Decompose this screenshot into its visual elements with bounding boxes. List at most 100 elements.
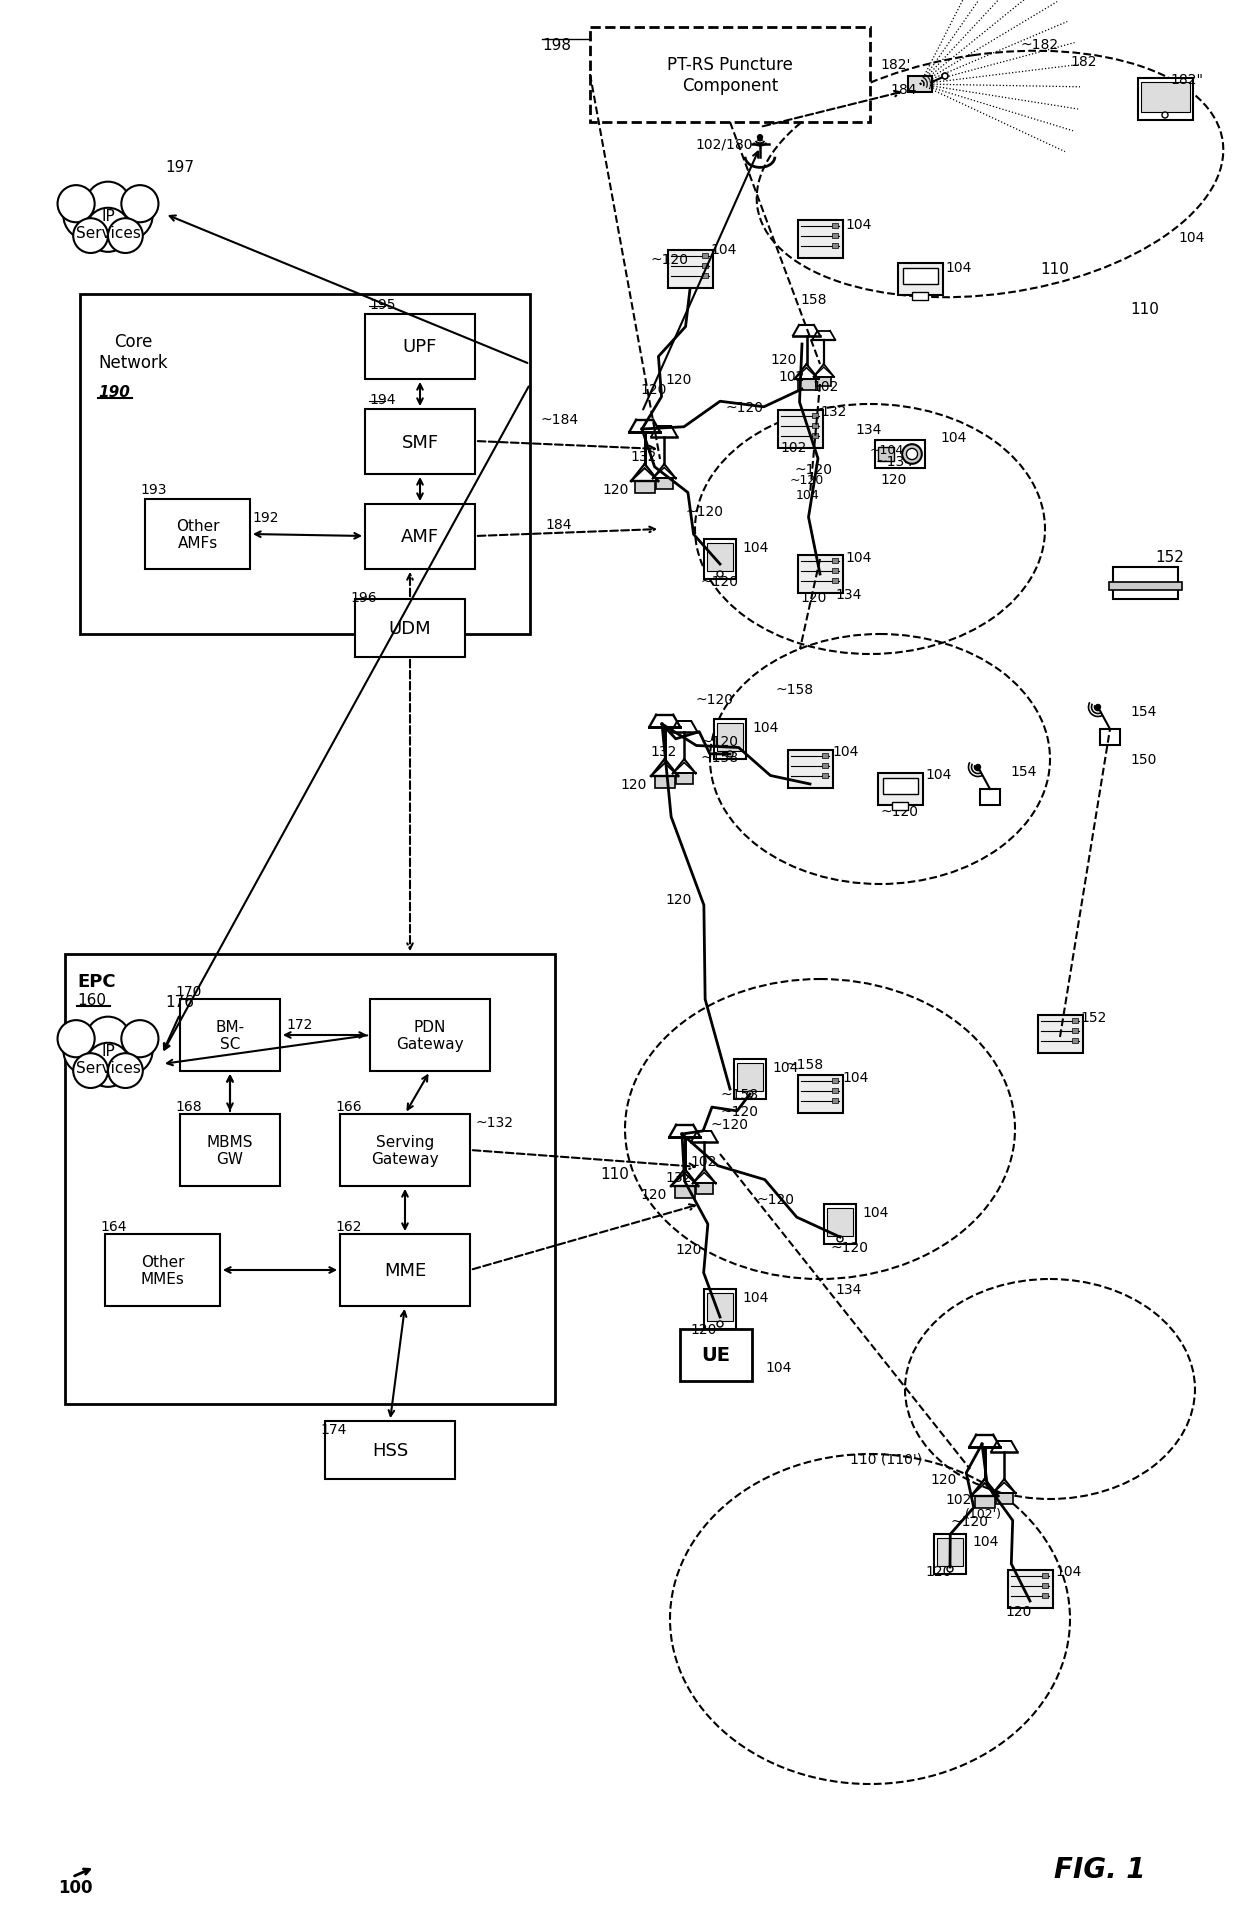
FancyBboxPatch shape xyxy=(980,789,999,805)
Text: 132: 132 xyxy=(820,404,847,420)
FancyBboxPatch shape xyxy=(832,559,838,564)
Text: SMF: SMF xyxy=(402,433,439,452)
Text: 120: 120 xyxy=(665,892,692,906)
Text: ~120: ~120 xyxy=(950,1514,988,1528)
FancyBboxPatch shape xyxy=(797,379,816,391)
Text: FIG. 1: FIG. 1 xyxy=(1054,1856,1146,1882)
Circle shape xyxy=(717,1322,723,1327)
Text: 102/180: 102/180 xyxy=(694,137,753,153)
Text: Other
MMEs: Other MMEs xyxy=(140,1255,185,1287)
Text: 150: 150 xyxy=(1130,753,1157,767)
Text: PDN
Gateway: PDN Gateway xyxy=(397,1018,464,1051)
Circle shape xyxy=(758,135,763,141)
FancyBboxPatch shape xyxy=(675,1186,694,1198)
Text: ~158: ~158 xyxy=(775,683,813,696)
Text: (102'): (102') xyxy=(965,1508,1002,1520)
Text: 195: 195 xyxy=(370,297,396,313)
Circle shape xyxy=(104,193,153,240)
Text: 120: 120 xyxy=(640,1188,666,1201)
FancyBboxPatch shape xyxy=(707,543,733,572)
FancyBboxPatch shape xyxy=(702,275,708,278)
Text: ~120: ~120 xyxy=(694,692,733,707)
Text: ~182: ~182 xyxy=(1021,38,1058,51)
Text: 104: 104 xyxy=(844,217,872,233)
Circle shape xyxy=(73,219,108,254)
Text: 176: 176 xyxy=(165,995,193,1011)
FancyBboxPatch shape xyxy=(704,1289,737,1329)
FancyBboxPatch shape xyxy=(737,1064,763,1091)
FancyBboxPatch shape xyxy=(325,1421,455,1480)
Text: UPF: UPF xyxy=(403,338,438,357)
Text: 104: 104 xyxy=(925,769,951,782)
Text: 104: 104 xyxy=(842,1070,868,1085)
Text: ~120: ~120 xyxy=(711,1118,748,1131)
Text: ~120: ~120 xyxy=(720,1104,758,1118)
FancyBboxPatch shape xyxy=(702,263,708,269)
Text: 182: 182 xyxy=(1070,55,1096,69)
Circle shape xyxy=(86,1043,130,1087)
Circle shape xyxy=(63,1026,112,1076)
Circle shape xyxy=(976,765,981,770)
FancyBboxPatch shape xyxy=(1073,1018,1078,1024)
Text: 120: 120 xyxy=(1004,1604,1032,1619)
Text: 164: 164 xyxy=(100,1219,126,1234)
FancyBboxPatch shape xyxy=(934,1535,966,1573)
FancyBboxPatch shape xyxy=(996,1493,1013,1505)
Text: 104: 104 xyxy=(773,1060,799,1074)
Circle shape xyxy=(57,1020,94,1058)
Text: 120: 120 xyxy=(640,383,666,397)
Circle shape xyxy=(1162,113,1168,118)
Text: 104: 104 xyxy=(751,721,779,734)
Text: 104: 104 xyxy=(742,1291,769,1304)
Circle shape xyxy=(86,1016,130,1060)
FancyBboxPatch shape xyxy=(696,1184,713,1194)
FancyBboxPatch shape xyxy=(1042,1583,1048,1589)
FancyBboxPatch shape xyxy=(655,776,675,788)
Text: ~158: ~158 xyxy=(785,1058,823,1072)
Text: 120: 120 xyxy=(925,1564,951,1579)
Text: ~134: ~134 xyxy=(875,454,913,469)
Text: 134: 134 xyxy=(856,423,882,437)
Circle shape xyxy=(108,219,143,254)
FancyBboxPatch shape xyxy=(145,500,250,570)
FancyBboxPatch shape xyxy=(105,1234,219,1306)
Circle shape xyxy=(903,444,921,465)
FancyBboxPatch shape xyxy=(590,29,870,122)
Text: MBMS
GW: MBMS GW xyxy=(207,1135,253,1167)
FancyBboxPatch shape xyxy=(656,479,673,490)
Text: 104: 104 xyxy=(940,431,966,444)
Text: ~120: ~120 xyxy=(725,400,763,416)
Circle shape xyxy=(746,1091,753,1097)
Circle shape xyxy=(942,74,949,80)
Text: 158: 158 xyxy=(800,294,827,307)
FancyBboxPatch shape xyxy=(704,540,737,580)
FancyBboxPatch shape xyxy=(937,1539,963,1566)
Text: ~120: ~120 xyxy=(794,463,832,477)
FancyBboxPatch shape xyxy=(180,999,280,1072)
FancyBboxPatch shape xyxy=(680,1329,751,1381)
FancyBboxPatch shape xyxy=(822,763,828,769)
FancyBboxPatch shape xyxy=(822,774,828,778)
Bar xyxy=(892,803,908,810)
Text: ~120: ~120 xyxy=(684,505,723,519)
Text: 152: 152 xyxy=(1154,551,1184,564)
FancyBboxPatch shape xyxy=(370,999,490,1072)
FancyBboxPatch shape xyxy=(832,235,838,238)
FancyBboxPatch shape xyxy=(64,955,556,1404)
Bar xyxy=(911,294,928,301)
FancyBboxPatch shape xyxy=(1042,1573,1048,1579)
Text: 120: 120 xyxy=(675,1241,702,1257)
Text: 104: 104 xyxy=(1178,231,1204,244)
FancyBboxPatch shape xyxy=(340,1114,470,1186)
Text: ~158: ~158 xyxy=(701,751,738,765)
Text: ~120: ~120 xyxy=(701,574,738,589)
Text: AMF: AMF xyxy=(401,528,439,545)
FancyBboxPatch shape xyxy=(825,1205,856,1245)
Text: 182': 182' xyxy=(880,57,910,72)
Circle shape xyxy=(122,187,159,223)
FancyBboxPatch shape xyxy=(832,1079,838,1083)
Text: 184: 184 xyxy=(546,517,572,532)
Text: 104: 104 xyxy=(1055,1564,1081,1579)
Circle shape xyxy=(717,572,723,578)
Circle shape xyxy=(1095,706,1101,709)
